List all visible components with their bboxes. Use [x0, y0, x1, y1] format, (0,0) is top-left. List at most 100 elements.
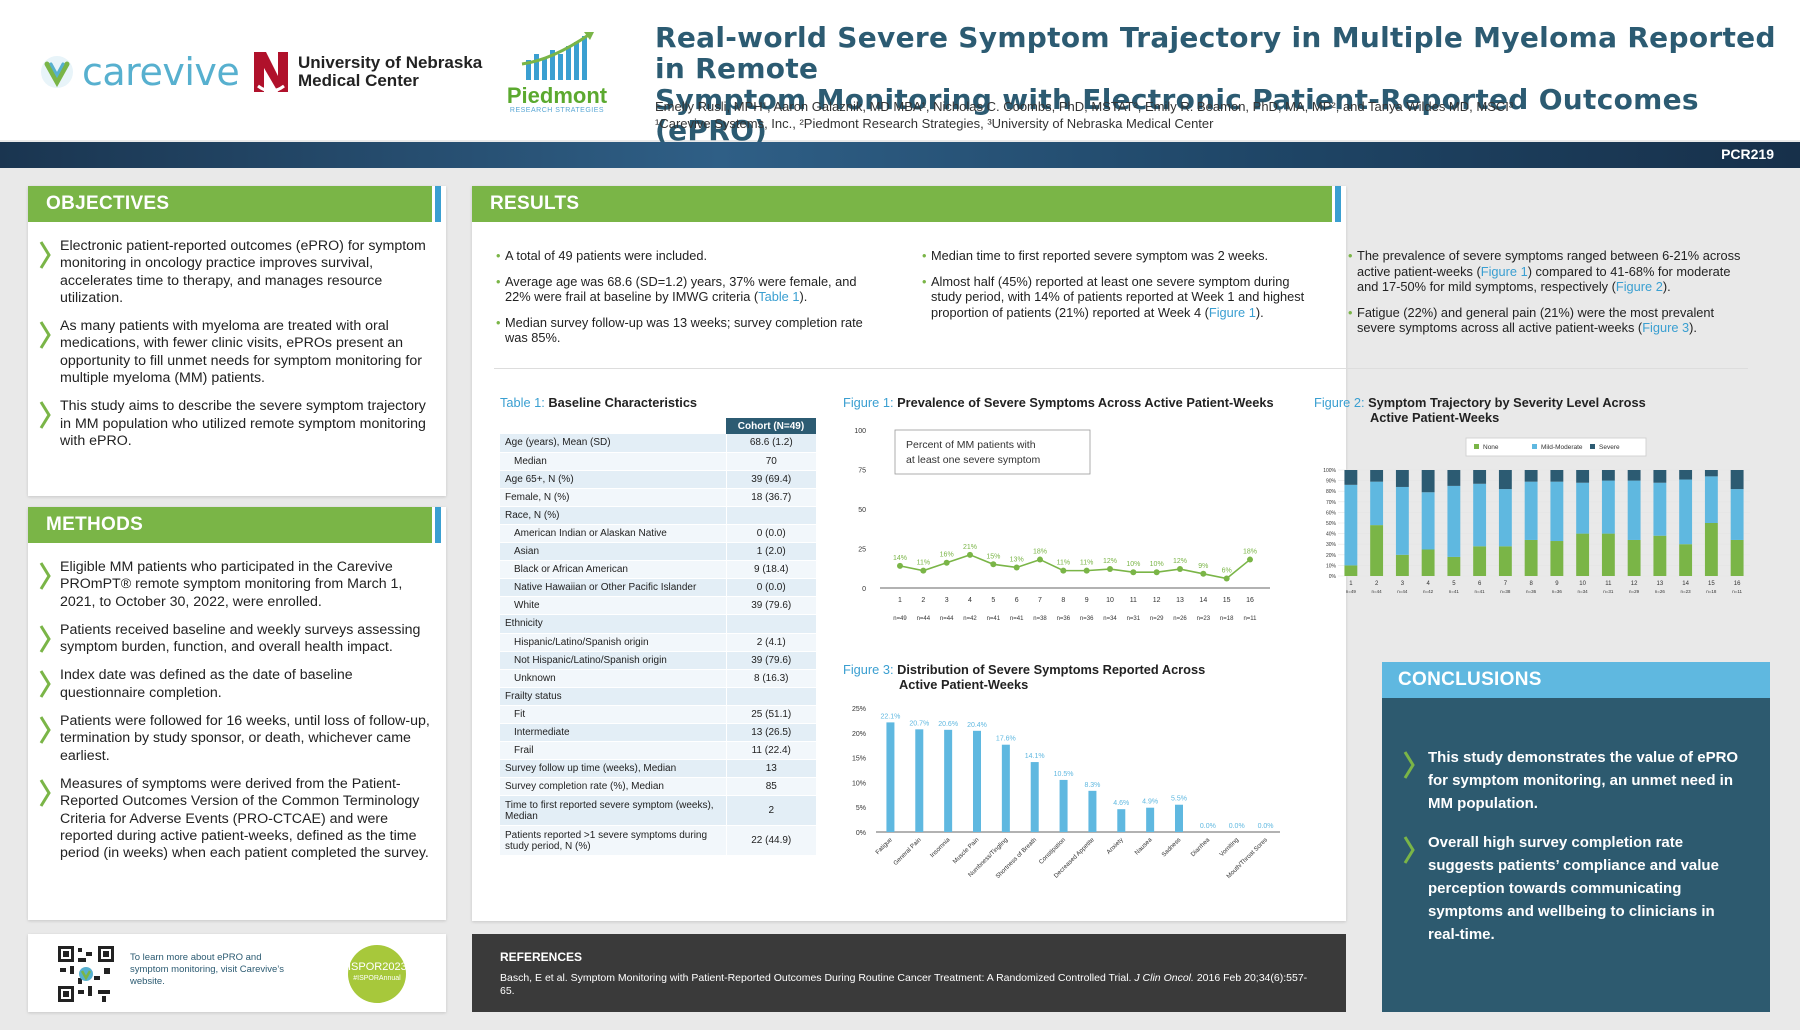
bar-segment — [1344, 470, 1358, 485]
n-label: n=29 — [1150, 616, 1164, 622]
table-row: Time to first reported severe symptom (w… — [500, 795, 816, 827]
table-cell-label: Unknown — [500, 669, 726, 688]
chevron-right-icon — [39, 241, 51, 269]
result-text: A total of 49 patients were included. — [505, 248, 708, 263]
bar — [1175, 804, 1183, 832]
table-cell-value: 2 (4.1) — [725, 633, 816, 652]
y-tick-label: 0 — [862, 586, 866, 593]
legend-swatch — [1532, 444, 1537, 449]
table-row: Survey follow up time (weeks), Median 13 — [500, 759, 816, 779]
x-tick-label: 10 — [1579, 581, 1586, 587]
objective-item: This study aims to describe the severe s… — [39, 398, 430, 450]
data-point — [1153, 569, 1160, 576]
table-cell-value: 39 (69.4) — [725, 470, 816, 489]
data-label: 8.3% — [1084, 782, 1100, 789]
x-tick-label: 9 — [1085, 597, 1089, 604]
bar-segment — [1730, 539, 1744, 576]
bar-segment — [1601, 470, 1615, 481]
table-cell-value: 1 (2.0) — [725, 542, 816, 562]
table-cell-label: American Indian or Alaskan Native — [500, 524, 726, 544]
data-label: 18% — [1243, 549, 1257, 556]
chevron-right-icon — [39, 625, 51, 653]
method-item: Measures of symptoms were derived from t… — [39, 775, 430, 862]
x-tick-label: 2 — [921, 597, 925, 604]
figure-link[interactable]: Table 1 — [758, 289, 800, 305]
table-row: Fit 25 (51.1) — [500, 705, 816, 725]
result-text: Almost half (45%) reported at least one … — [931, 273, 1305, 320]
data-point — [1060, 567, 1067, 574]
legend-label: None — [1483, 444, 1499, 451]
conclusion-item: This study demonstrates the value of ePR… — [1403, 746, 1742, 815]
results-col-2: Median time to first reported severe sym… — [922, 248, 1322, 330]
figure-link[interactable]: Figure 3 — [1642, 320, 1690, 336]
figure-link[interactable]: Figure 1 — [1480, 263, 1528, 279]
data-point — [967, 551, 973, 558]
y-tick-label: 80% — [1326, 489, 1337, 495]
chevron-right-icon — [1403, 836, 1415, 864]
method-item: Index date was defined as the date of ba… — [39, 667, 430, 702]
bar-segment — [1447, 485, 1461, 557]
objective-item: Electronic patient-reported outcomes (eP… — [39, 238, 430, 307]
bar — [1001, 744, 1010, 832]
method-item: Patients were followed for 16 weeks, unt… — [39, 713, 430, 765]
n-label: n=38 — [1500, 589, 1511, 594]
legend-box — [894, 429, 1091, 475]
result-bullet: Median survey follow-up was 13 weeks; su… — [496, 315, 876, 346]
bar-segment — [1730, 489, 1744, 540]
table-row: Black or African American 9 (18.4) — [500, 560, 816, 580]
bar — [973, 730, 981, 832]
table-cell-label: Hispanic/Latino/Spanish origin — [500, 633, 726, 652]
data-point — [1013, 564, 1020, 571]
method-item-text: Measures of symptoms were derived from t… — [60, 775, 429, 862]
n-label: n=23 — [1681, 589, 1692, 594]
carevive-v-icon — [41, 56, 73, 88]
qr-code-icon[interactable] — [58, 946, 114, 1002]
fig1-title: Figure 1: Prevalence of Severe Symptoms … — [843, 395, 1274, 410]
chevron-right-icon — [39, 401, 51, 430]
table-cell-label: Frail — [500, 741, 726, 761]
table-cell-label: Black or African American — [500, 560, 726, 580]
data-label: 4.9% — [1142, 799, 1158, 806]
data-label: 11% — [917, 560, 931, 567]
result-text: ). — [1255, 304, 1264, 320]
x-tick-label: 6 — [1015, 597, 1019, 604]
bar-segment — [1576, 482, 1590, 534]
table-cell-label: Native Hawaiian or Other Pacific Islande… — [500, 578, 726, 598]
table-cell-label: Asian — [500, 542, 726, 562]
table-cell-value: 70 — [725, 452, 816, 471]
figure-link[interactable]: Figure 1 — [1208, 304, 1256, 320]
bar-segment — [1344, 565, 1358, 576]
x-tick-label: 9 — [1555, 581, 1559, 587]
result-bullet: A total of 49 patients were included. — [496, 248, 876, 264]
data-label: 15% — [986, 553, 1000, 560]
qr-note-text: To learn more about ePRO and symptom mon… — [130, 952, 284, 987]
result-bullet: Average age was 68.6 (SD=1.2) years, 37%… — [496, 274, 876, 305]
bar-segment — [1447, 556, 1461, 576]
objective-item-text: This study aims to describe the severe s… — [60, 398, 426, 449]
bar-segment — [1370, 481, 1384, 526]
x-tick-label: 8 — [1529, 581, 1533, 587]
table-cell-value: 22 (44.9) — [725, 825, 816, 857]
n-label: n=42 — [963, 616, 977, 622]
table-cell-label: Female, N (%) — [500, 488, 726, 507]
data-label: 12% — [1103, 558, 1117, 565]
bar-segment — [1550, 541, 1564, 576]
table-row: Ethnicity — [500, 614, 816, 634]
table-row: American Indian or Alaskan Native 0 (0.0) — [500, 524, 816, 544]
x-tick-label: 5 — [991, 597, 995, 604]
result-bullet: The prevalence of severe symptoms ranged… — [1348, 248, 1748, 295]
result-bullet: Median time to first reported severe sym… — [922, 248, 1322, 264]
legend-text: Percent of MM patients with — [906, 439, 1036, 451]
objective-item: As many patients with myeloma are treate… — [39, 318, 430, 387]
table-col-header: Cohort (N=49) — [726, 418, 816, 434]
table-cell-label: Frailty status — [500, 687, 726, 706]
figure-link[interactable]: Figure 2 — [1615, 279, 1663, 295]
method-item-text: Eligible MM patients who participated in… — [60, 559, 403, 610]
x-tick-label: Sadness — [1160, 836, 1182, 858]
n-label: n=34 — [1578, 589, 1589, 594]
table-row: Native Hawaiian or Other Pacific Islande… — [500, 578, 816, 598]
n-label: n=34 — [1103, 616, 1117, 622]
n-label: n=36 — [1526, 589, 1537, 594]
references-panel: REFERENCES Basch, E et al. Symptom Monit… — [472, 934, 1346, 1012]
data-point — [1177, 566, 1183, 573]
